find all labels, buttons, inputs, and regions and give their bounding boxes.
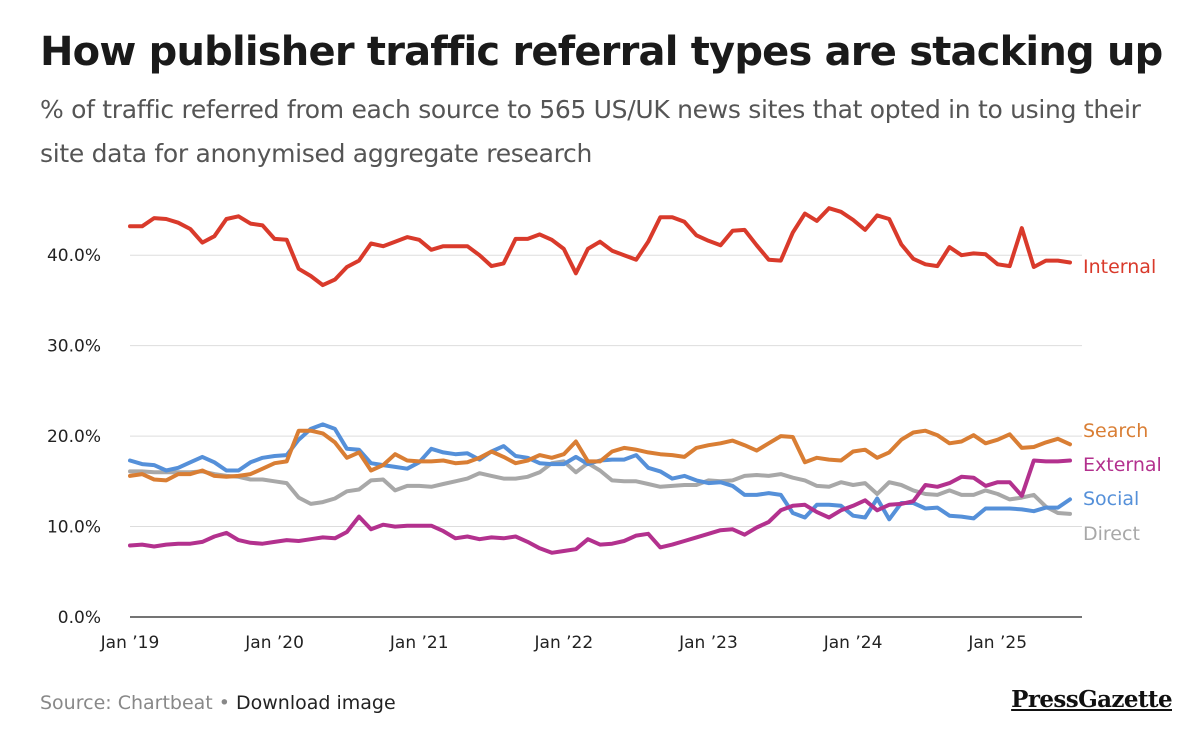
x-tick-label: Jan ’23 <box>678 633 738 653</box>
chart-subtitle: % of traffic referred from each source t… <box>40 95 1141 168</box>
y-tick-label: 0.0% <box>58 608 101 628</box>
y-tick-label: 20.0% <box>47 427 101 447</box>
series-label-direct: Direct <box>1083 523 1140 545</box>
series-label-search: Search <box>1083 420 1148 442</box>
series-line-internal <box>128 206 1072 288</box>
chart-title: How publisher traffic referral types are… <box>40 29 1163 75</box>
y-tick-label: 40.0% <box>47 246 101 266</box>
x-tick-label: Jan ’24 <box>823 633 883 653</box>
series-label-internal: Internal <box>1083 256 1156 278</box>
source-text: Source: Chartbeat <box>40 692 213 714</box>
series-label-external: External <box>1083 454 1162 476</box>
series-label-social: Social <box>1083 488 1139 510</box>
x-tick-label: Jan ’21 <box>389 633 449 653</box>
y-tick-label: 10.0% <box>47 518 101 538</box>
x-tick-label: Jan ’20 <box>244 633 304 653</box>
download-image-link[interactable]: Download image <box>235 692 396 714</box>
series-line-direct <box>128 459 1072 516</box>
x-tick-label: Jan ’19 <box>100 633 160 653</box>
footer: Source: Chartbeat • Download image <box>40 692 396 714</box>
series-line-external <box>128 458 1072 555</box>
y-tick-label: 30.0% <box>47 337 101 357</box>
x-tick-label: Jan ’25 <box>967 633 1027 653</box>
x-tick-label: Jan ’22 <box>534 633 594 653</box>
series-line-search <box>128 428 1072 483</box>
press-gazette-logo[interactable]: PressGazette <box>1011 686 1172 713</box>
footer-separator: • <box>218 692 230 714</box>
